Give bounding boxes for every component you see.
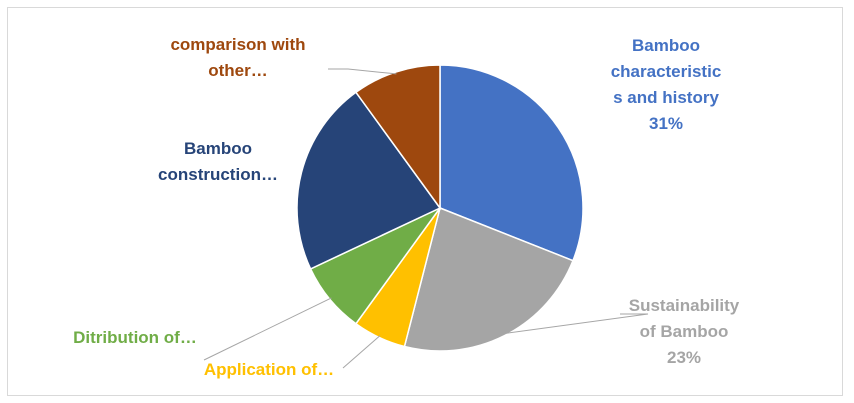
slice-label-application: Application of… <box>184 357 354 383</box>
slice-label-percent: 23% <box>666 348 702 367</box>
pie-slice <box>403 206 574 352</box>
slice-label-line: Bamboo <box>632 36 700 55</box>
slice-label-percent: 31% <box>648 114 684 133</box>
slice-label-line: of Bamboo <box>639 322 729 341</box>
slice-label-line: construction… <box>158 165 278 184</box>
slice-label-line: comparison with <box>170 35 306 54</box>
pie-chart <box>203 64 649 369</box>
slice-label-distribution: Ditribution of… <box>60 325 210 351</box>
slice-label-line: Application of… <box>203 360 335 379</box>
slice-label-comparison: comparison with other… <box>158 32 318 84</box>
slice-label-line: Bamboo <box>184 139 252 158</box>
pie-slice <box>296 91 442 270</box>
pie-slice <box>439 64 584 262</box>
slice-label-bamboo-construction: Bamboo construction… <box>148 136 288 188</box>
slice-label-line: s and history <box>613 88 719 107</box>
leader-line <box>503 313 649 335</box>
pie-slice <box>354 64 441 211</box>
slice-label-sustainability: Sustainability of Bamboo 23% <box>614 293 754 371</box>
slice-label-bamboo-characteristics: Bamboo characteristic s and history 31% <box>606 33 726 137</box>
chart-area: Bamboo characteristic s and history 31% … <box>7 7 843 396</box>
leader-line <box>342 335 381 369</box>
leader-line <box>328 68 397 75</box>
slice-label-line: Sustainability <box>628 296 740 315</box>
slice-label-line: other… <box>208 61 268 80</box>
leader-line <box>203 297 332 361</box>
slice-label-line: characteristic <box>610 62 722 81</box>
slice-label-line: Ditribution of… <box>73 328 197 347</box>
